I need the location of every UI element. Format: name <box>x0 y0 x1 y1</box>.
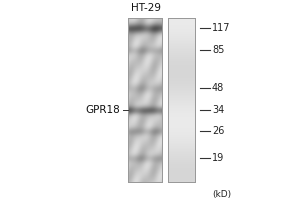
Text: 26: 26 <box>212 126 224 136</box>
Text: 19: 19 <box>212 153 224 163</box>
Text: (kD): (kD) <box>212 190 231 199</box>
Text: 117: 117 <box>212 23 230 33</box>
Text: HT-29: HT-29 <box>130 3 160 13</box>
Text: 48: 48 <box>212 83 224 93</box>
Text: 85: 85 <box>212 45 224 55</box>
Text: GPR18: GPR18 <box>85 105 120 115</box>
Text: 34: 34 <box>212 105 224 115</box>
